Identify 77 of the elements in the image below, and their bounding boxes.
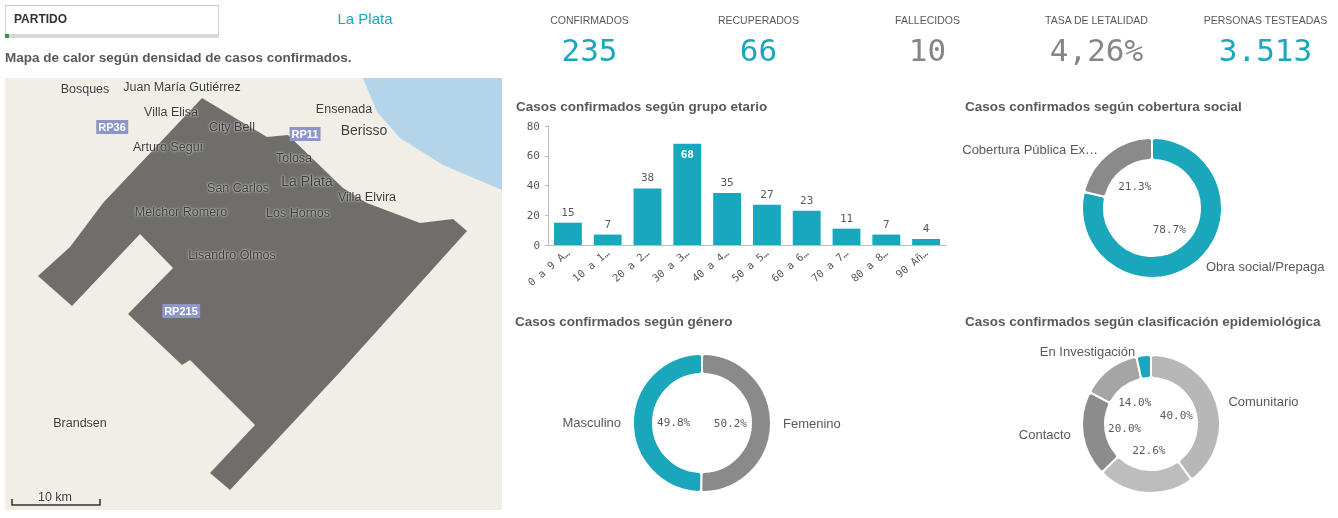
slice-label: En Investigación [1039, 343, 1136, 359]
bar [673, 143, 702, 245]
x-tick-label: 70 a 7… [808, 246, 851, 285]
y-tick-label: 80 [526, 119, 540, 133]
x-tick-label: 20 a 2… [609, 246, 652, 285]
data-label: 20.0% [1108, 421, 1142, 435]
data-label: 14.0% [1118, 396, 1152, 410]
text: 10 km [37, 490, 73, 504]
category-label: PERSONAS TESTEADAS [1203, 14, 1328, 26]
text: 4,26% [1049, 32, 1144, 68]
category-label: TASA DE LETALIDAD [1045, 14, 1148, 26]
x-tick-label: 30 a 3… [649, 246, 692, 285]
slice-label: Cobertura Pública Ex… [962, 142, 1099, 158]
bar [752, 204, 781, 245]
x-tick-label: 50 a 5… [729, 246, 771, 285]
x-tick-label: 80 a 8… [848, 246, 891, 285]
chart-title: Casos confirmados según grupo etario [516, 98, 768, 114]
data-label: 40.0% [1159, 409, 1194, 423]
chart-title: Casos confirmados según género [515, 313, 733, 329]
text: 66 [739, 32, 778, 68]
data-label: 27 [760, 187, 774, 201]
slice-label: Masculino [562, 415, 621, 431]
x-tick-label: 60 a 6… [768, 246, 811, 285]
text: Bosques [60, 82, 110, 96]
text: 10 [908, 32, 947, 68]
data-label: 35 [720, 175, 734, 189]
text: San Carlos [207, 181, 269, 195]
x-tick-label: 90 Añ… [893, 246, 930, 280]
text: La Plata [337, 9, 393, 27]
data-label: 11 [839, 211, 854, 225]
data-label: 78.7% [1152, 223, 1187, 237]
text: Brandsen [53, 416, 107, 430]
text: Ensenada [315, 102, 373, 116]
text: RP11 [289, 127, 321, 141]
data-label: 21.3% [1118, 179, 1152, 193]
bar [872, 234, 901, 245]
y-tick-label: 20 [526, 208, 540, 222]
category-label: FALLECIDOS [895, 14, 960, 26]
text: Juan María Gutiérrez [123, 80, 241, 94]
text: RP215 [162, 304, 200, 318]
bar [593, 234, 622, 245]
text: La Plata [281, 173, 333, 189]
y-tick-label: 0 [533, 238, 540, 252]
data-label: 50.2% [713, 416, 748, 430]
data-label: 15 [561, 205, 575, 219]
bar [553, 222, 582, 245]
slice-label: Femenino [783, 415, 841, 431]
slice-label: Comunitario [1228, 393, 1299, 409]
text: RP36 [96, 120, 128, 134]
bar [832, 228, 861, 245]
text: 3.513 [1218, 32, 1313, 68]
data-label: 7 [882, 217, 890, 231]
chart-title: Casos confirmados según cobertura social [965, 98, 1242, 114]
data-label: 4 [922, 222, 930, 236]
bar [912, 239, 941, 245]
chart-title: Casos confirmados según clasificación epidemiológica [965, 313, 1322, 329]
bar [633, 188, 662, 245]
data-label: 7 [604, 217, 612, 231]
y-tick-label: 40 [526, 179, 540, 192]
slice-label: Obra social/Prepaga [1205, 258, 1326, 274]
category-label: RECUPERADOS [717, 14, 800, 26]
data-label: 23 [800, 193, 814, 207]
bar [792, 210, 821, 245]
y-tick-label: 60 [526, 149, 540, 163]
data-label: 38 [640, 171, 655, 185]
category-label: CONFIRMADOS [550, 14, 629, 26]
data-label: 22.6% [1132, 444, 1166, 458]
x-tick-label: 10 a 1… [569, 246, 612, 285]
slice-label: Contacto [1018, 427, 1071, 443]
text: Mapa de calor según densidad de casos confirmados. [5, 50, 352, 65]
data-label: 49.8% [657, 416, 691, 430]
text: Lisandro Olmos [188, 248, 276, 262]
text: 235 [561, 32, 618, 68]
x-tick-label: 40 a 4… [689, 246, 731, 285]
data-label: 68 [680, 147, 694, 161]
bar [713, 192, 742, 245]
text: Berisso [340, 122, 388, 138]
